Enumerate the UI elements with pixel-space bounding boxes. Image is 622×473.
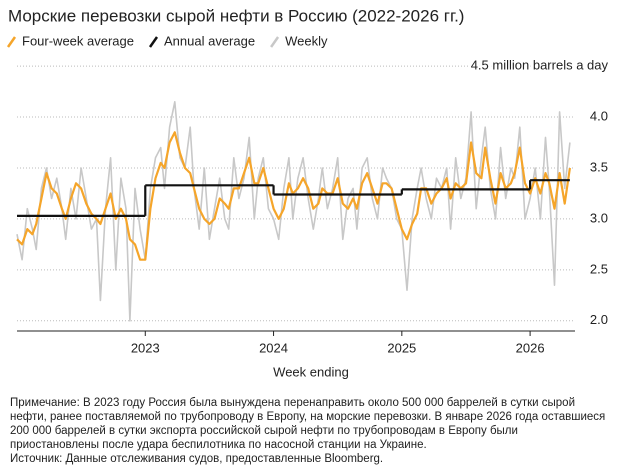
x-axis-label: Week ending [273, 364, 349, 379]
x-tick-label: 2025 [387, 340, 416, 355]
x-tick-label: 2024 [259, 340, 288, 355]
y-tick-label: 3.0 [590, 210, 608, 225]
chart-title: Морские перевозки сырой нефти в Россию (… [8, 6, 464, 25]
footnote: Примечание: В 2023 году Россия была выну… [10, 396, 610, 466]
x-tick-label: 2023 [131, 340, 160, 355]
y-tick-label: 2.5 [590, 261, 608, 276]
x-tick-label: 2026 [516, 340, 545, 355]
legend-label: Weekly [285, 33, 328, 48]
chart: Морские перевозки сырой нефти в Россию (… [6, 6, 610, 379]
legend-swatch [6, 36, 17, 48]
legend-label: Annual average [164, 33, 255, 48]
y-tick-label: 3.5 [590, 159, 608, 174]
y-tick-label: 2.0 [590, 312, 608, 327]
y-tick-label: 4.0 [590, 108, 608, 123]
source-text: Источник: Данные отслеживания судов, пре… [10, 453, 384, 465]
y-tick-label: 4.5 million barrels a day [471, 58, 609, 73]
legend-swatch [148, 36, 159, 48]
series-line [16, 101, 571, 322]
note-text: Примечание: В 2023 году Россия была выну… [10, 397, 606, 451]
legend-label: Four-week average [22, 33, 134, 48]
legend-swatch [270, 36, 280, 48]
